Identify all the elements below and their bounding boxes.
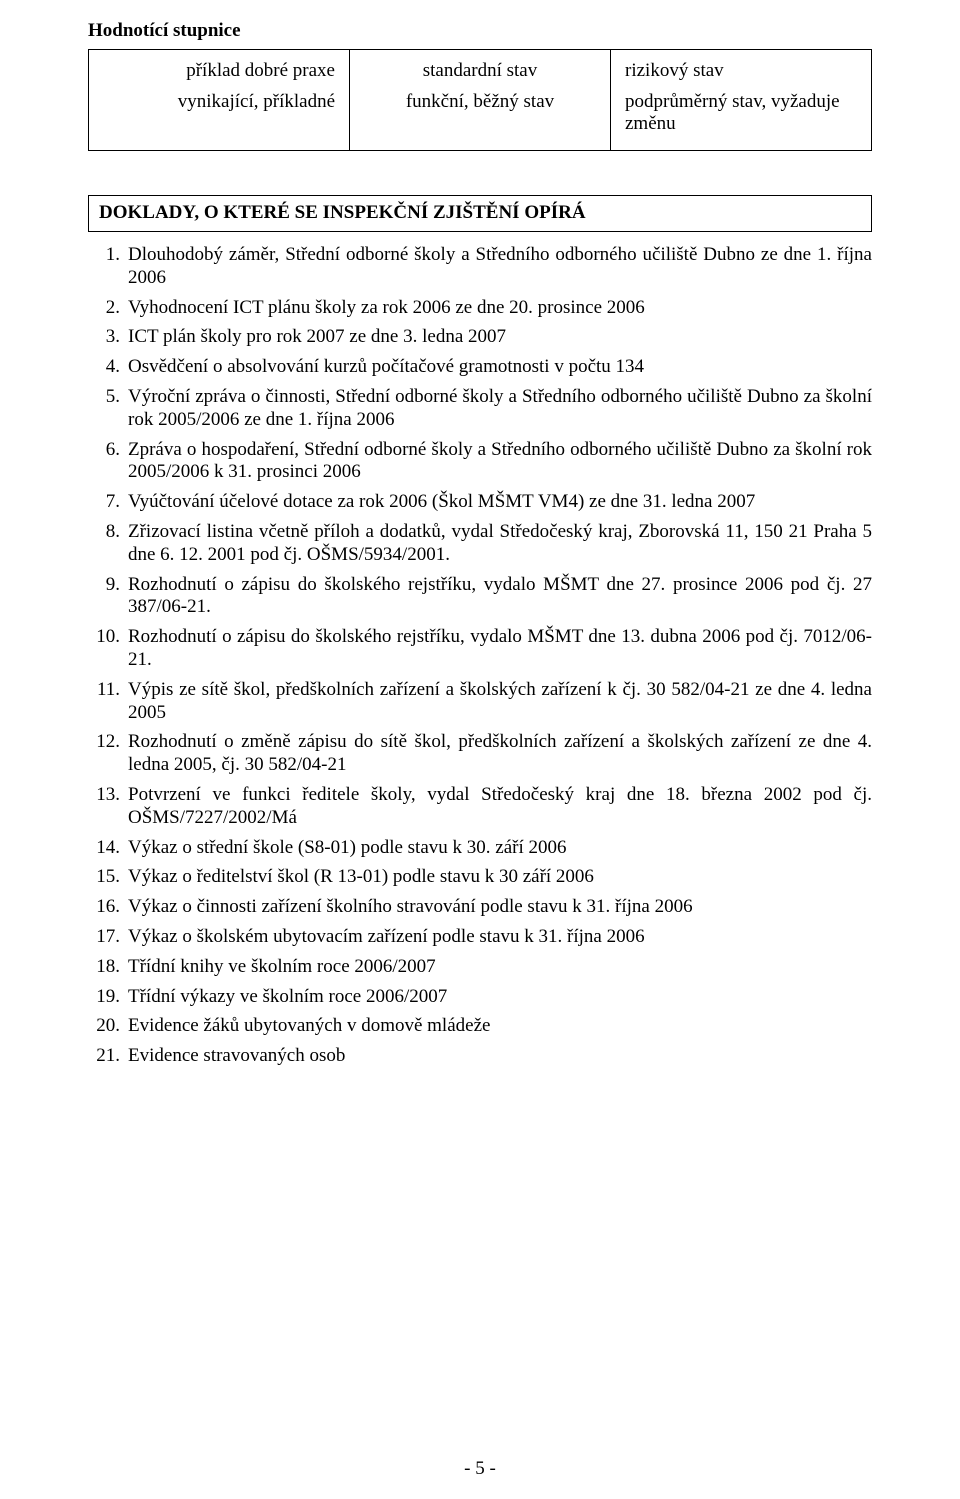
list-item: Výkaz o činnosti zařízení školního strav… [88,896,872,919]
table-row: příklad dobré praxe vynikající, příkladn… [89,49,872,150]
rating-cell-good: příklad dobré praxe vynikající, příkladn… [89,49,350,150]
documents-list: Dlouhodobý záměr, Střední odborné školy … [88,244,872,1068]
rating-scale-heading: Hodnotící stupnice [88,20,872,43]
rating-cell-bottom: vynikající, příkladné [97,91,341,114]
list-item: Evidence stravovaných osob [88,1045,872,1068]
list-item: Výkaz o ředitelství škol (R 13-01) podle… [88,866,872,889]
rating-cell-bottom: podprůměrný stav, vyžaduje změnu [619,91,863,137]
list-item: Výpis ze sítě škol, předškolních zařízen… [88,679,872,725]
rating-cell-standard: standardní stav funkční, běžný stav [350,49,611,150]
list-item: Zpráva o hospodaření, Střední odborné šk… [88,439,872,485]
list-item: ICT plán školy pro rok 2007 ze dne 3. le… [88,326,872,349]
rating-cell-risk: rizikový stav podprůměrný stav, vyžaduje… [611,49,872,150]
page: Hodnotící stupnice příklad dobré praxe v… [0,0,960,1499]
page-number: - 5 - [0,1458,960,1481]
list-item: Potvrzení ve funkci ředitele školy, vyda… [88,784,872,830]
list-item: Vyhodnocení ICT plánu školy za rok 2006 … [88,297,872,320]
rating-cell-top: rizikový stav [619,60,863,83]
documents-heading-box: DOKLADY, O KTERÉ SE INSPEKČNÍ ZJIŠTĚNÍ O… [88,195,872,232]
list-item: Rozhodnutí o změně zápisu do sítě škol, … [88,731,872,777]
list-item: Výkaz o školském ubytovacím zařízení pod… [88,926,872,949]
rating-cell-top: standardní stav [358,60,602,83]
list-item: Třídní knihy ve školním roce 2006/2007 [88,956,872,979]
list-item: Dlouhodobý záměr, Střední odborné školy … [88,244,872,290]
rating-scale-table: příklad dobré praxe vynikající, příkladn… [88,49,872,151]
documents-heading: DOKLADY, O KTERÉ SE INSPEKČNÍ ZJIŠTĚNÍ O… [99,202,586,223]
list-item: Výkaz o střední škole (S8-01) podle stav… [88,837,872,860]
list-item: Rozhodnutí o zápisu do školského rejstří… [88,574,872,620]
list-item: Výroční zpráva o činnosti, Střední odbor… [88,386,872,432]
list-item: Evidence žáků ubytovaných v domově mláde… [88,1015,872,1038]
rating-cell-top: příklad dobré praxe [97,60,341,83]
list-item: Vyúčtování účelové dotace za rok 2006 (Š… [88,491,872,514]
list-item: Zřizovací listina včetně příloh a dodatk… [88,521,872,567]
list-item: Rozhodnutí o zápisu do školského rejstří… [88,626,872,672]
list-item: Osvědčení o absolvování kurzů počítačové… [88,356,872,379]
list-item: Třídní výkazy ve školním roce 2006/2007 [88,986,872,1009]
rating-cell-bottom: funkční, běžný stav [358,91,602,114]
